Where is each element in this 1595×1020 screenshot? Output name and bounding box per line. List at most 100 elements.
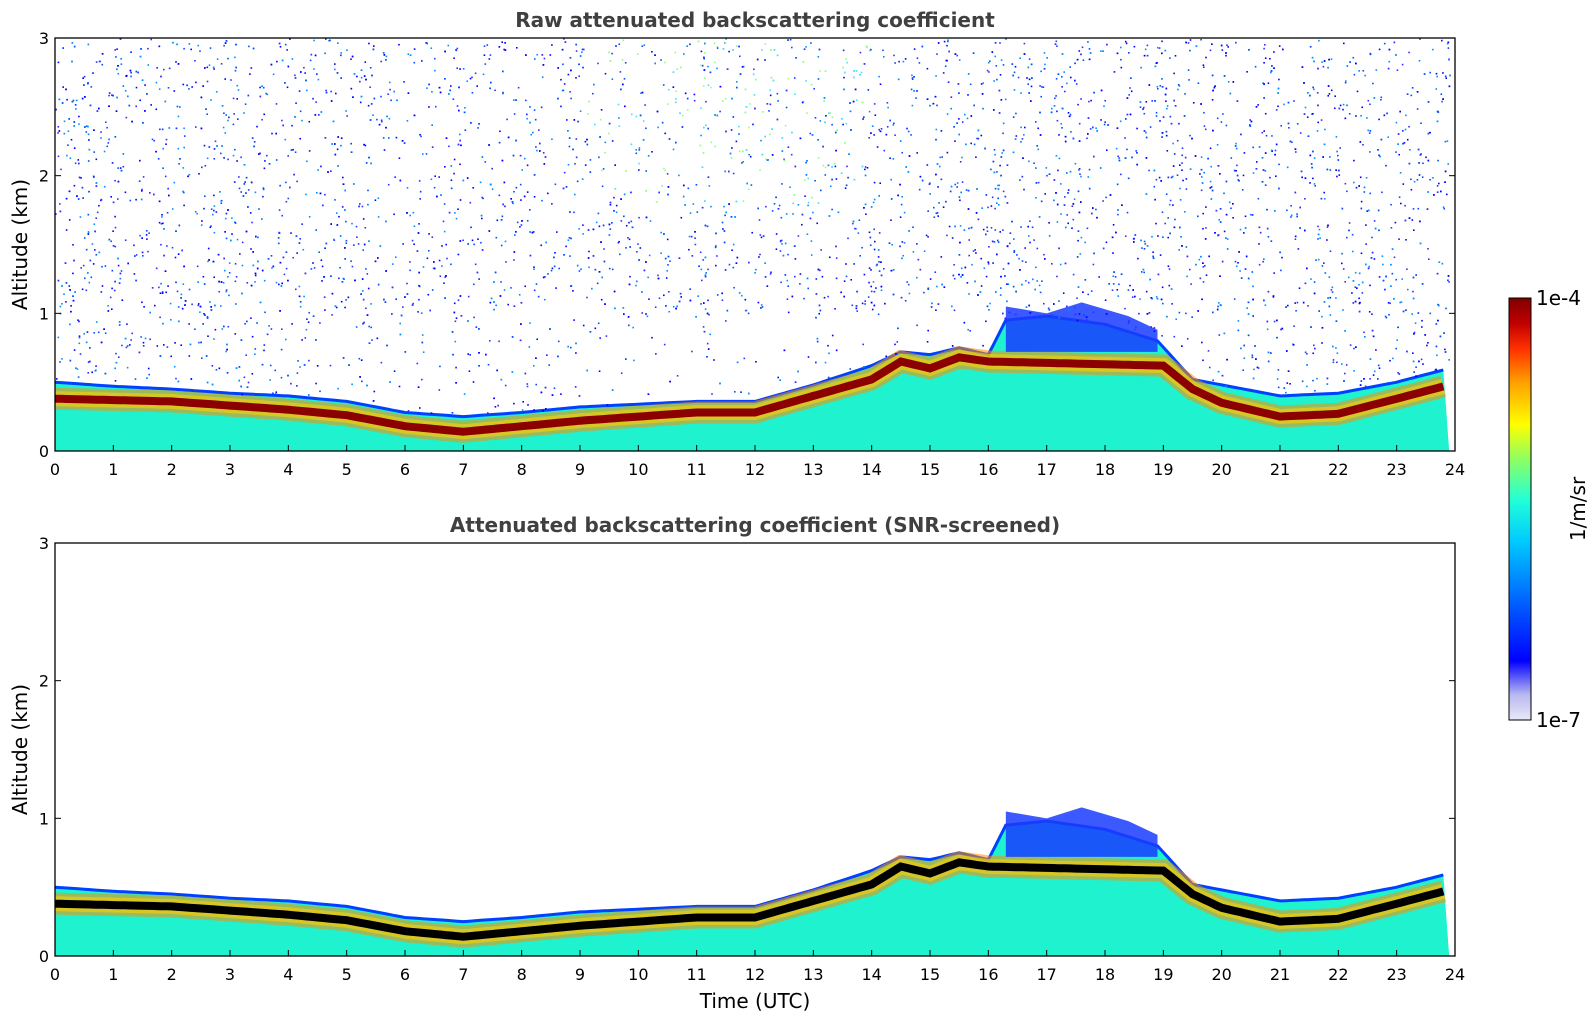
noise-speck	[1387, 382, 1389, 384]
noise-speck	[418, 223, 420, 225]
noise-speck	[369, 86, 371, 88]
noise-speck	[362, 249, 364, 251]
noise-speck	[1158, 47, 1161, 49]
noise-speck	[453, 302, 456, 305]
noise-speck	[227, 276, 229, 278]
noise-speck	[439, 365, 441, 368]
noise-speck	[625, 358, 627, 360]
noise-speck	[1227, 81, 1230, 83]
noise-speck	[929, 104, 931, 107]
noise-speck	[1306, 364, 1308, 366]
noise-speck	[776, 54, 779, 57]
noise-speck	[942, 206, 945, 208]
noise-speck	[57, 61, 60, 64]
noise-speck	[338, 215, 340, 218]
noise-speck	[1252, 146, 1254, 149]
noise-speck	[1188, 79, 1190, 81]
noise-speck	[143, 306, 145, 308]
noise-speck	[738, 45, 740, 48]
noise-speck	[141, 237, 143, 239]
noise-speck	[819, 269, 821, 272]
noise-speck	[1089, 52, 1092, 54]
noise-speck	[1088, 168, 1091, 171]
noise-speck	[350, 87, 353, 90]
noise-speck	[1079, 253, 1082, 255]
noise-speck	[488, 58, 491, 60]
noise-speck	[422, 153, 424, 155]
noise-speck	[969, 83, 972, 86]
noise-speck	[1304, 282, 1307, 285]
noise-speck	[1210, 198, 1213, 200]
noise-speck	[824, 121, 826, 124]
noise-speck	[1263, 299, 1265, 302]
noise-speck	[625, 224, 628, 227]
noise-speck	[827, 295, 829, 298]
noise-speck	[870, 301, 873, 304]
noise-speck	[991, 196, 994, 199]
noise-speck	[478, 328, 480, 330]
noise-speck	[372, 48, 375, 51]
noise-speck	[383, 54, 386, 56]
noise-speck	[1380, 96, 1383, 99]
noise-speck	[177, 147, 180, 150]
noise-speck	[1334, 95, 1336, 97]
noise-speck	[294, 116, 296, 118]
noise-speck	[960, 267, 963, 270]
noise-speck	[908, 230, 910, 232]
noise-speck	[1142, 108, 1144, 110]
noise-speck	[225, 350, 227, 353]
noise-speck	[748, 126, 750, 129]
noise-speck	[218, 290, 220, 293]
noise-speck	[786, 279, 789, 282]
noise-speck	[536, 149, 538, 152]
noise-speck	[1161, 52, 1163, 55]
noise-speck	[1437, 159, 1439, 162]
noise-speck	[1162, 116, 1165, 118]
noise-speck	[1404, 128, 1407, 131]
noise-speck	[313, 39, 315, 42]
noise-speck	[67, 130, 70, 132]
noise-speck	[457, 299, 460, 301]
noise-speck	[863, 63, 866, 65]
noise-speck	[627, 237, 629, 239]
noise-speck	[1207, 350, 1210, 352]
noise-speck	[1132, 289, 1134, 291]
noise-speck	[419, 133, 421, 136]
noise-speck	[953, 264, 955, 266]
noise-speck	[156, 345, 159, 347]
noise-speck	[1119, 120, 1122, 123]
noise-speck	[374, 260, 377, 263]
noise-speck	[1365, 224, 1367, 226]
noise-speck	[870, 206, 873, 208]
noise-speck	[1394, 221, 1397, 224]
noise-speck	[560, 105, 562, 108]
noise-speck	[68, 219, 71, 221]
noise-speck	[1219, 173, 1221, 175]
noise-speck	[943, 40, 946, 43]
noise-speck	[521, 169, 523, 171]
noise-speck	[1061, 53, 1064, 55]
noise-speck	[993, 80, 995, 82]
noise-speck	[204, 195, 206, 197]
noise-speck	[714, 145, 716, 148]
noise-speck	[560, 393, 562, 395]
noise-speck	[1360, 252, 1363, 255]
noise-speck	[1232, 217, 1234, 219]
noise-speck	[279, 310, 281, 312]
noise-speck	[457, 208, 459, 210]
noise-speck	[1364, 385, 1367, 388]
noise-speck	[438, 389, 441, 391]
noise-speck	[1202, 227, 1204, 230]
noise-speck	[371, 74, 373, 77]
noise-speck	[1263, 130, 1265, 132]
noise-speck	[1247, 313, 1250, 315]
noise-speck	[1170, 176, 1173, 179]
noise-speck	[1381, 191, 1383, 194]
noise-speck	[835, 257, 838, 259]
noise-speck	[1236, 174, 1239, 177]
noise-speck	[533, 409, 535, 411]
noise-speck	[1152, 251, 1154, 253]
noise-speck	[1378, 48, 1381, 51]
noise-speck	[981, 93, 984, 95]
noise-speck	[570, 237, 572, 240]
